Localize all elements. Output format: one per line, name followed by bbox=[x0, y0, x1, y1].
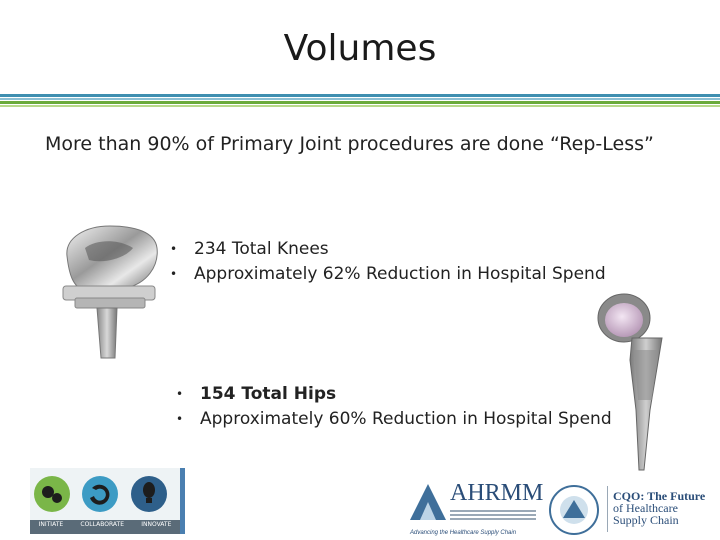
list-item: • Approximately 62% Reduction in Hospita… bbox=[170, 262, 606, 287]
ahrmm-tagline: Advancing the Healthcare Supply Chain bbox=[410, 530, 517, 536]
knees-reduction: Approximately 62% Reduction in Hospital … bbox=[194, 264, 606, 284]
logo-circles bbox=[30, 468, 185, 534]
logo-divider bbox=[607, 486, 608, 532]
divider-line-1 bbox=[0, 94, 720, 97]
bullet-dot: • bbox=[176, 387, 184, 401]
hip-implant-image bbox=[597, 293, 663, 471]
logo-labels: INITIATE COLLABORATE INNOVATE bbox=[30, 521, 180, 528]
cqo-line-1: CQO: The Future bbox=[613, 489, 706, 503]
cqo-line-2: of Healthcare bbox=[613, 501, 678, 515]
bullet-dot: • bbox=[176, 412, 184, 426]
ahrmm-logo: AHRMM Advancing the Healthcare Supply Ch… bbox=[408, 478, 543, 538]
hips-bullet-list: • 154 Total Hips • Approximately 60% Red… bbox=[176, 382, 612, 432]
bullet-dot: • bbox=[170, 267, 178, 281]
initiate-collaborate-innovate-logo: INITIATE COLLABORATE INNOVATE bbox=[30, 468, 185, 534]
divider-line-2 bbox=[0, 98, 720, 100]
knees-count: 234 Total Knees bbox=[194, 239, 329, 259]
cqo-line-3: Supply Chain bbox=[613, 513, 679, 527]
hips-reduction: Approximately 60% Reduction in Hospital … bbox=[200, 409, 612, 429]
list-item: • 154 Total Hips bbox=[176, 382, 612, 407]
logo-label-collaborate: COLLABORATE bbox=[80, 521, 124, 528]
slide-subtitle: More than 90% of Primary Joint procedure… bbox=[45, 133, 654, 155]
hips-count: 154 Total Hips bbox=[200, 384, 337, 404]
knee-implant-image bbox=[62, 225, 158, 359]
mountain-icon bbox=[410, 484, 446, 520]
ahrmm-name: AHRMM bbox=[450, 480, 544, 506]
knees-bullet-list: • 234 Total Knees • Approximately 62% Re… bbox=[170, 237, 606, 287]
title-divider bbox=[0, 94, 720, 107]
ahrmm-fine-print bbox=[450, 508, 536, 522]
logo-label-innovate: INNOVATE bbox=[141, 521, 172, 528]
logo-label-initiate: INITIATE bbox=[38, 521, 64, 528]
divider-line-4 bbox=[0, 105, 720, 107]
slide-title: Volumes bbox=[283, 28, 437, 69]
bullet-dot: • bbox=[170, 242, 178, 256]
divider-line-3 bbox=[0, 101, 720, 104]
cqo-logo: CQO: The Future of Healthcare Supply Cha… bbox=[545, 484, 715, 536]
list-item: • Approximately 60% Reduction in Hospita… bbox=[176, 407, 612, 432]
cqo-text: CQO: The Future of Healthcare Supply Cha… bbox=[613, 490, 705, 526]
list-item: • 234 Total Knees bbox=[170, 237, 606, 262]
cqo-seal-icon bbox=[549, 485, 599, 535]
